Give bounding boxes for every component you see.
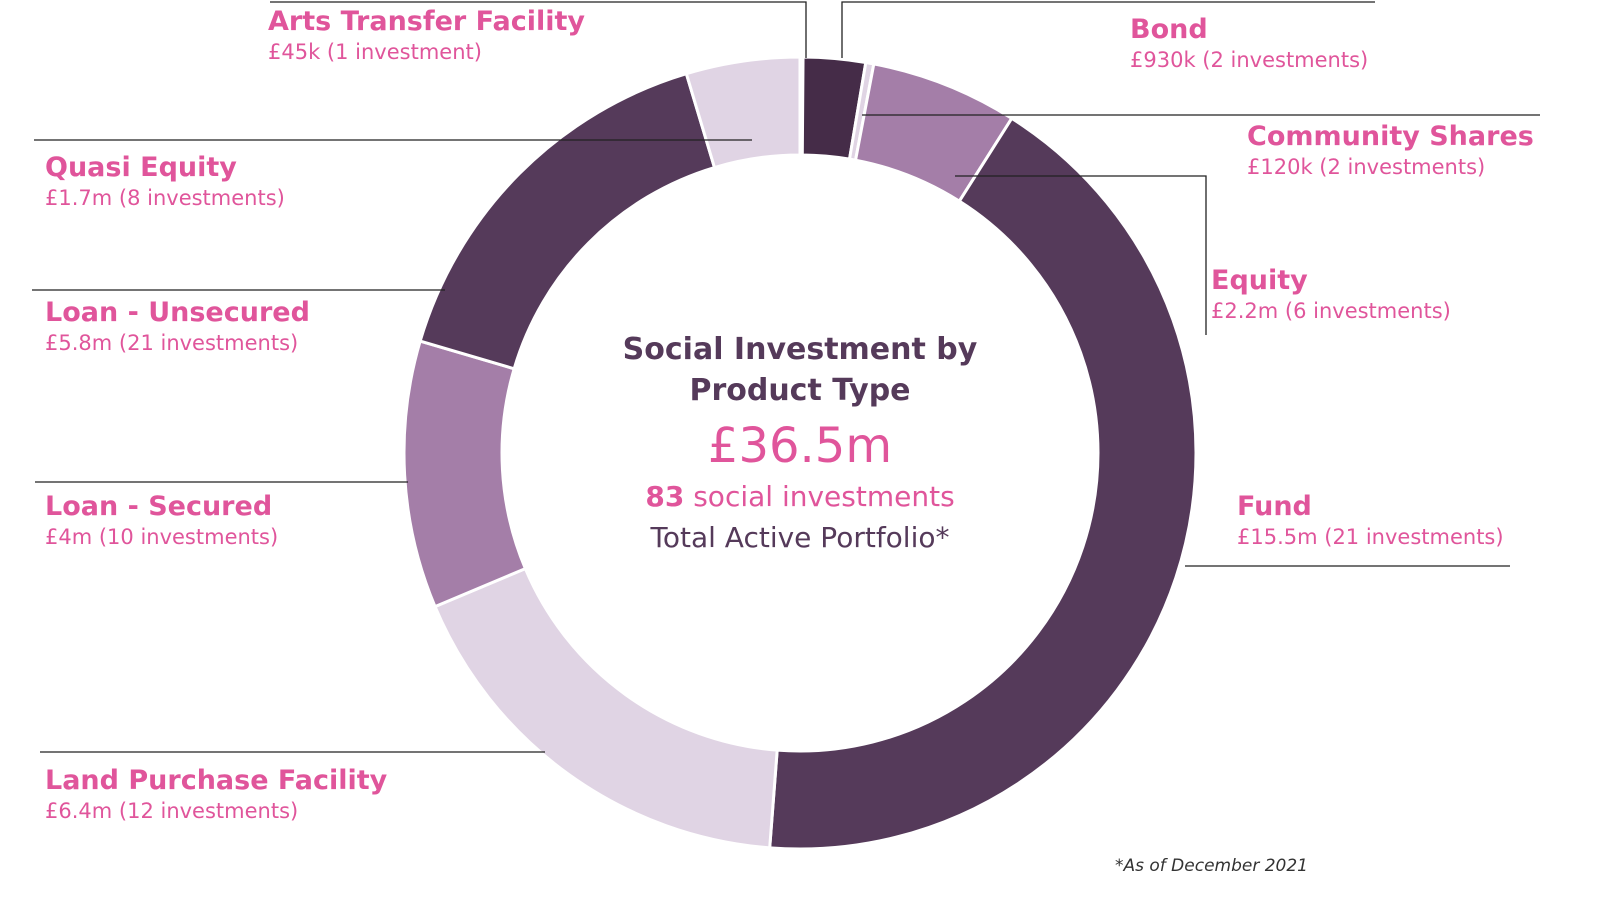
- label-loan-secured: Loan - Secured £4m (10 investments): [45, 489, 278, 551]
- leader-bond: [841, 1, 1375, 58]
- label-fund: Fund £15.5m (21 investments): [1237, 489, 1504, 551]
- slice-value: £15.5m (21 investments): [1237, 525, 1504, 550]
- slice-value: £1.7m (8 investments): [45, 186, 285, 211]
- leader-arts-transfer-facility: [270, 1, 807, 58]
- slice-name: Equity: [1211, 265, 1308, 296]
- label-arts-transfer-facility: Arts Transfer Facility £45k (1 investmen…: [268, 4, 585, 66]
- slice-name: Arts Transfer Facility: [268, 6, 585, 37]
- slice-name: Bond: [1130, 14, 1208, 45]
- leader-equity: [955, 175, 1207, 335]
- footnote: *As of December 2021: [1115, 856, 1309, 876]
- chart-subtitle: Total Active Portfolio*: [650, 521, 950, 554]
- slice-value: £6.4m (12 investments): [45, 799, 299, 824]
- slice-name: Fund: [1237, 491, 1312, 522]
- investment-count: 83 social investments: [560, 480, 1040, 513]
- slice-value: £2.2m (6 investments): [1211, 299, 1451, 324]
- slice-value: £5.8m (21 investments): [45, 331, 299, 356]
- slice-land-purchase-facility: [433, 566, 779, 850]
- label-bond: Bond £930k (2 investments): [1130, 12, 1368, 74]
- count-number: 83: [645, 480, 685, 513]
- total-value: £36.5m: [707, 418, 893, 474]
- slice-loan-secured: [402, 339, 528, 609]
- slice-fund: [768, 116, 1198, 851]
- label-loan-unsecured: Loan - Unsecured £5.8m (21 investments): [45, 295, 310, 357]
- slice-loan-unsecured: [418, 71, 717, 371]
- slice-value: £930k (2 investments): [1130, 48, 1369, 73]
- slice-name: Community Shares: [1247, 121, 1534, 152]
- slice-value: £4m (10 investments): [45, 525, 279, 550]
- slice-value: £120k (2 investments): [1247, 155, 1486, 180]
- label-quasi-equity: Quasi Equity £1.7m (8 investments): [45, 150, 285, 212]
- label-land-purchase-facility: Land Purchase Facility £6.4m (12 investm…: [45, 763, 387, 825]
- slice-value: £45k (1 investment): [268, 40, 482, 65]
- slice-name: Loan - Unsecured: [45, 297, 310, 328]
- label-community-shares: Community Shares £120k (2 investments): [1247, 119, 1534, 181]
- label-equity: Equity £2.2m (6 investments): [1211, 263, 1451, 325]
- chart-title: Social Investment by Product Type: [622, 332, 978, 408]
- slice-name: Quasi Equity: [45, 152, 237, 183]
- slice-name: Loan - Secured: [45, 491, 273, 522]
- slice-name: Land Purchase Facility: [45, 765, 388, 796]
- count-text: social investments: [693, 480, 955, 513]
